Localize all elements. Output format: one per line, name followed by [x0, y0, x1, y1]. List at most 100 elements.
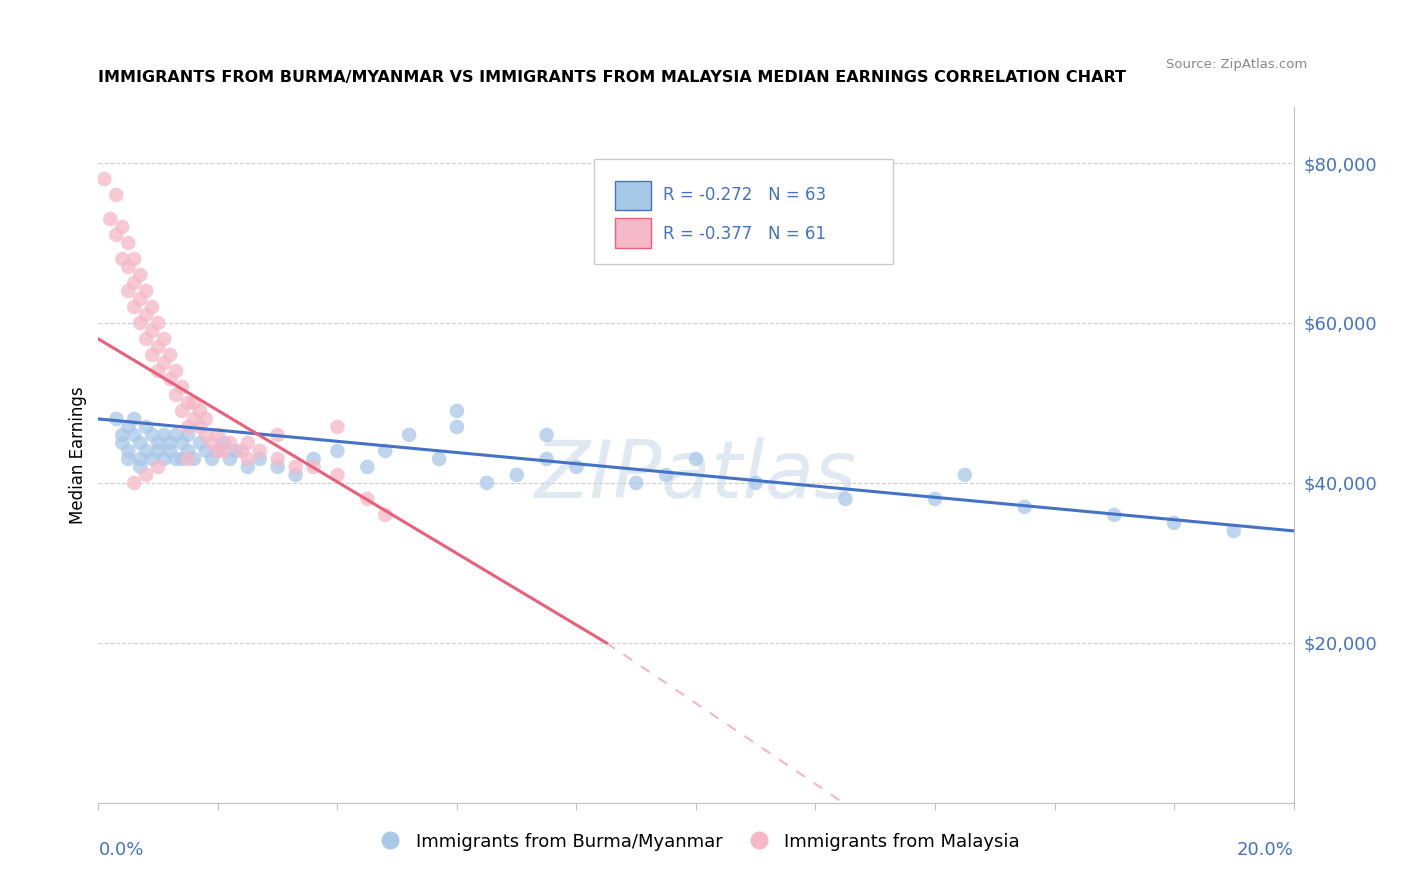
- Point: [177, 420, 200, 434]
- Text: 0.0%: 0.0%: [98, 841, 143, 859]
- Point: [159, 436, 181, 450]
- Point: [1104, 508, 1126, 522]
- Point: [141, 324, 163, 338]
- Point: [124, 412, 146, 426]
- Point: [153, 428, 176, 442]
- Point: [148, 444, 170, 458]
- Text: Source: ZipAtlas.com: Source: ZipAtlas.com: [1167, 58, 1308, 71]
- Point: [219, 451, 242, 466]
- Point: [135, 332, 157, 346]
- Point: [249, 451, 271, 466]
- Point: [177, 396, 200, 410]
- Point: [111, 252, 134, 266]
- Point: [172, 436, 194, 450]
- Point: [207, 444, 229, 458]
- FancyBboxPatch shape: [614, 181, 651, 210]
- Point: [326, 467, 349, 482]
- Point: [111, 436, 134, 450]
- Point: [188, 436, 211, 450]
- Point: [225, 444, 247, 458]
- Point: [117, 260, 139, 274]
- Point: [141, 300, 163, 314]
- Point: [212, 436, 235, 450]
- Point: [165, 451, 187, 466]
- Point: [135, 308, 157, 322]
- Point: [565, 459, 588, 474]
- Point: [159, 444, 181, 458]
- Point: [148, 316, 170, 330]
- Point: [165, 388, 187, 402]
- Point: [105, 188, 128, 202]
- Point: [177, 451, 200, 466]
- Point: [117, 444, 139, 458]
- Point: [626, 475, 648, 490]
- Point: [172, 404, 194, 418]
- Point: [124, 428, 146, 442]
- Point: [148, 436, 170, 450]
- Point: [655, 467, 678, 482]
- Point: [153, 332, 176, 346]
- Point: [506, 467, 529, 482]
- Point: [924, 491, 946, 506]
- Point: [1223, 524, 1246, 538]
- Point: [195, 412, 218, 426]
- Point: [374, 508, 396, 522]
- Point: [135, 284, 157, 298]
- Point: [284, 467, 307, 482]
- Point: [183, 412, 205, 426]
- Point: [159, 372, 181, 386]
- Point: [326, 444, 349, 458]
- Point: [356, 491, 378, 506]
- Y-axis label: Median Earnings: Median Earnings: [69, 386, 87, 524]
- Point: [374, 444, 396, 458]
- Point: [177, 444, 200, 458]
- Point: [183, 451, 205, 466]
- Point: [98, 212, 122, 227]
- Point: [129, 268, 152, 282]
- Text: 20.0%: 20.0%: [1237, 841, 1294, 859]
- Point: [398, 428, 420, 442]
- Point: [195, 444, 218, 458]
- Point: [219, 436, 242, 450]
- Point: [165, 364, 187, 378]
- Point: [183, 396, 205, 410]
- Point: [685, 451, 707, 466]
- Point: [536, 451, 558, 466]
- Point: [236, 436, 259, 450]
- Point: [165, 428, 187, 442]
- Point: [1014, 500, 1036, 514]
- Point: [129, 451, 152, 466]
- Point: [249, 444, 271, 458]
- Point: [745, 475, 768, 490]
- Point: [105, 412, 128, 426]
- Point: [267, 428, 290, 442]
- Point: [141, 348, 163, 362]
- Point: [153, 451, 176, 466]
- Point: [195, 428, 218, 442]
- Text: R = -0.272   N = 63: R = -0.272 N = 63: [662, 186, 825, 203]
- Point: [475, 475, 498, 490]
- Point: [135, 420, 157, 434]
- FancyBboxPatch shape: [595, 159, 893, 264]
- Point: [153, 356, 176, 370]
- Point: [117, 235, 139, 250]
- Point: [356, 459, 378, 474]
- Point: [188, 404, 211, 418]
- Point: [117, 420, 139, 434]
- Point: [302, 459, 325, 474]
- Point: [124, 276, 146, 290]
- Point: [172, 380, 194, 394]
- Point: [188, 420, 211, 434]
- Point: [148, 364, 170, 378]
- Point: [212, 444, 235, 458]
- Point: [536, 428, 558, 442]
- Text: R = -0.377   N = 61: R = -0.377 N = 61: [662, 225, 825, 243]
- Point: [201, 451, 224, 466]
- Point: [236, 451, 259, 466]
- Point: [117, 284, 139, 298]
- Point: [177, 428, 200, 442]
- Point: [93, 172, 115, 186]
- Text: ZIPatlas: ZIPatlas: [534, 437, 858, 515]
- Point: [111, 219, 134, 234]
- Legend: Immigrants from Burma/Myanmar, Immigrants from Malaysia: Immigrants from Burma/Myanmar, Immigrant…: [366, 825, 1026, 858]
